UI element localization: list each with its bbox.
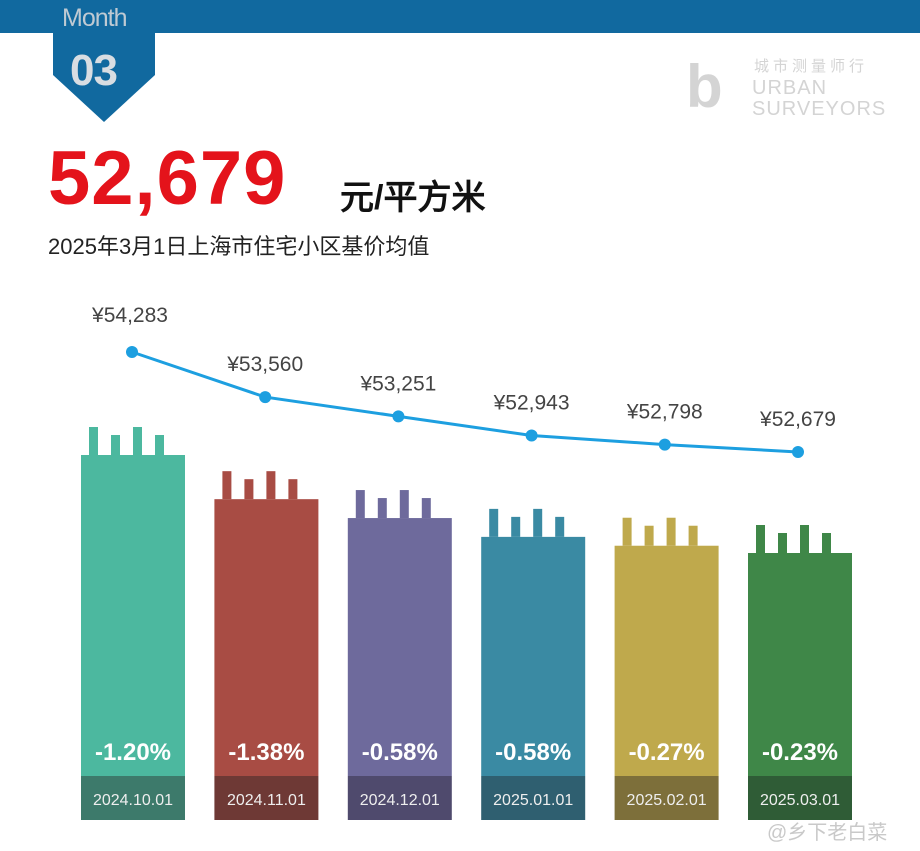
date-label: 2024.12.01 (360, 792, 440, 809)
worker-silhouette-icon (822, 533, 831, 553)
change-label: -0.58% (495, 739, 571, 766)
date-band (748, 776, 852, 820)
price-line (131, 350, 799, 454)
worker-silhouette-icon (155, 435, 164, 455)
change-label: -0.23% (762, 739, 838, 766)
price-point (259, 391, 272, 404)
worker-silhouette-icon (244, 479, 254, 500)
logo-en-2: SURVEYORS (752, 98, 887, 120)
date-label: 2024.11.01 (227, 792, 306, 809)
headline-value: 52,679 (48, 136, 287, 221)
price-label: ¥53,251 (359, 372, 436, 395)
price-point (126, 346, 138, 358)
worker-silhouette-icon (778, 533, 787, 553)
date-band (347, 776, 452, 820)
worker-silhouette-icon (489, 508, 499, 537)
date-label: 2025.01.01 (493, 792, 573, 809)
date-band (214, 776, 319, 820)
price-label: ¥52,798 (626, 401, 703, 424)
worker-silhouette-icon (644, 525, 654, 546)
urban-surveyors-logo: b 城市测量师行 URBAN SURVEYORS (686, 55, 901, 125)
headline-subtitle: 2025年3月1日上海市住宅小区基价均值 (48, 234, 430, 259)
month-number: 03 (70, 46, 118, 95)
worker-silhouette-icon (111, 435, 120, 455)
bar (614, 545, 719, 776)
price-point (658, 438, 671, 451)
price-label: ¥54,283 (91, 304, 168, 327)
price-point (392, 410, 405, 423)
price-label: ¥53,560 (226, 353, 303, 376)
worker-silhouette-icon (511, 516, 521, 537)
date-label: 2025.03.01 (760, 792, 840, 809)
month-label: Month (62, 4, 127, 32)
change-label: -0.58% (362, 739, 438, 766)
bar (347, 518, 452, 776)
month-badge (53, 0, 155, 122)
worker-silhouette-icon (355, 490, 365, 519)
worker-silhouette-icon (222, 471, 232, 500)
worker-silhouette-icon (266, 471, 276, 500)
worker-silhouette-icon (756, 525, 765, 553)
bar (748, 553, 852, 776)
date-band (481, 776, 586, 820)
price-label: ¥52,943 (493, 392, 570, 415)
logo-mark-icon: b (686, 53, 723, 120)
worker-silhouette-icon (288, 479, 298, 500)
logo-en-1: URBAN (752, 77, 828, 99)
price-label: ¥52,679 (759, 408, 836, 431)
date-label: 2024.10.01 (93, 792, 173, 809)
price-point (792, 446, 804, 458)
change-label: -0.27% (629, 739, 705, 766)
worker-silhouette-icon (421, 498, 431, 519)
worker-silhouette-icon (800, 525, 809, 553)
worker-silhouette-icon (622, 517, 632, 546)
bar (81, 455, 185, 776)
worker-silhouette-icon (688, 525, 698, 546)
watermark: @乡下老白菜 (767, 822, 888, 844)
headline-unit: 元/平方米 (340, 179, 486, 217)
date-band (614, 776, 719, 820)
worker-silhouette-icon (377, 498, 387, 519)
worker-silhouette-icon (399, 490, 409, 519)
worker-silhouette-icon (533, 508, 543, 537)
bar (481, 536, 586, 776)
worker-silhouette-icon (666, 517, 676, 546)
worker-silhouette-icon (555, 516, 565, 537)
price-point (525, 429, 538, 442)
change-label: -1.20% (95, 739, 171, 766)
bar (214, 499, 319, 776)
logo-cn: 城市测量师行 (754, 58, 869, 75)
change-label: -1.38% (228, 739, 304, 766)
date-label: 2025.02.01 (627, 792, 707, 809)
worker-silhouette-icon (133, 427, 142, 455)
date-band (81, 776, 185, 820)
worker-silhouette-icon (89, 427, 98, 455)
